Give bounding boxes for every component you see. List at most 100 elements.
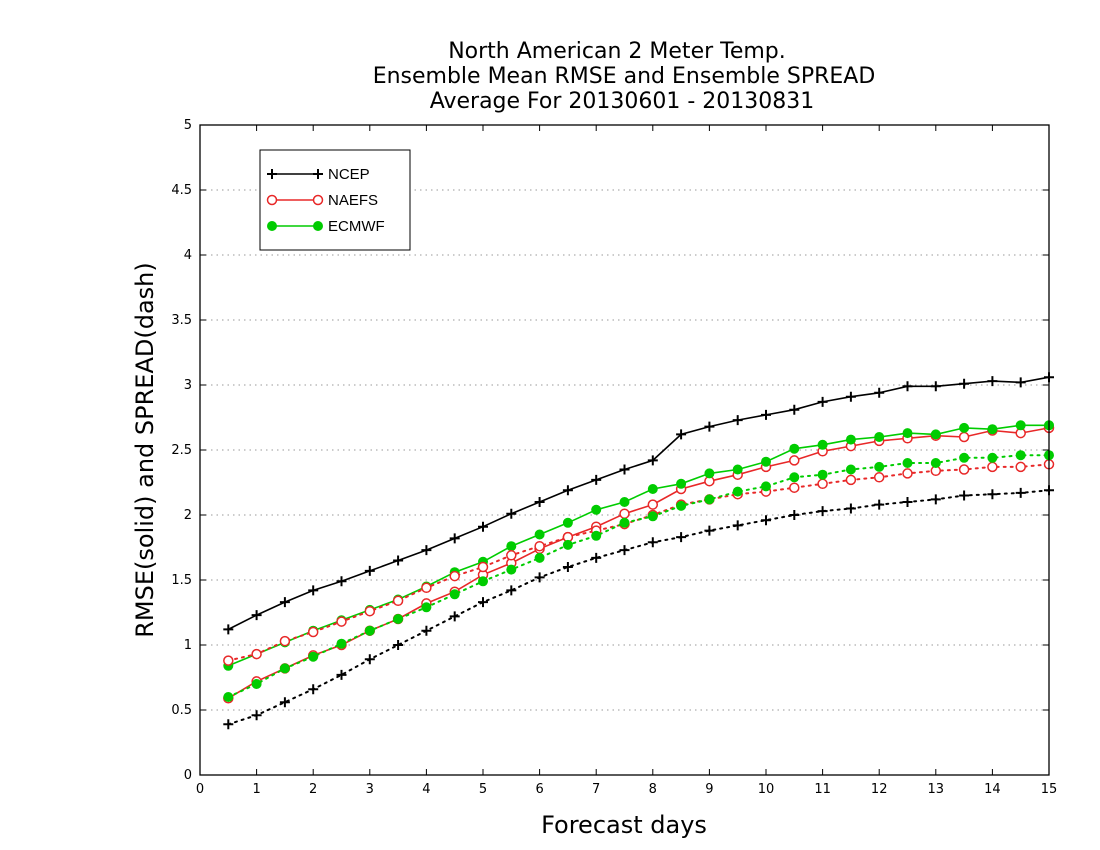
x-tick-label: 7 [592, 782, 600, 797]
data-point [789, 443, 800, 454]
data-point [902, 458, 913, 468]
y-tick-label: 0 [184, 768, 192, 783]
data-point [676, 429, 687, 440]
y-tick-label: 2.5 [171, 443, 192, 458]
data-point [307, 626, 319, 638]
data-point [930, 458, 941, 468]
data-point [336, 638, 347, 649]
data-point [364, 625, 375, 636]
data-point [478, 576, 488, 587]
data-point [817, 439, 828, 450]
x-tick-label: 5 [479, 782, 487, 797]
series-line [227, 427, 1050, 699]
data-point [761, 409, 771, 420]
x-tick-label: 4 [422, 782, 430, 797]
data-point [845, 503, 856, 514]
data-point [562, 562, 573, 572]
series-line [227, 489, 1050, 726]
data-point [647, 455, 658, 466]
data-point [251, 648, 262, 660]
data-point [902, 497, 913, 507]
data-point [1015, 461, 1026, 473]
legend-item-naefs: NAEFS [266, 192, 378, 209]
series-line [227, 454, 1050, 698]
data-point [676, 532, 687, 543]
data-point [421, 602, 432, 613]
y-tick-label: 4 [184, 248, 192, 263]
series-naefs-dotted [223, 459, 1055, 666]
title-line-3: Average For 20130601 - 20130831 [430, 89, 815, 114]
data-point [308, 651, 319, 662]
data-point [393, 555, 404, 566]
data-point [534, 540, 545, 552]
data-point [336, 669, 347, 680]
data-point [704, 468, 715, 479]
legend-item-ecmwf: ECMWF [267, 218, 385, 235]
data-point [789, 482, 800, 493]
series-ncep-solid [223, 372, 1054, 635]
x-axis-ticks: 0 1 2 3 4 5 6 7 8 9 10 11 12 13 14 15 [196, 125, 1057, 797]
data-point [591, 552, 602, 563]
x-tick-label: 15 [1041, 782, 1058, 797]
data-point [930, 494, 941, 505]
data-point [506, 508, 517, 519]
data-point [647, 511, 658, 522]
data-point [817, 396, 828, 407]
x-tick-label: 1 [252, 782, 260, 797]
data-point [506, 541, 517, 552]
x-tick-label: 10 [758, 782, 775, 797]
data-point [874, 387, 885, 398]
data-point [704, 421, 715, 432]
y-axis-label: RMSE(solid) and SPREAD(dash) [131, 262, 159, 638]
series-ncep-dotted [223, 485, 1054, 730]
data-point [279, 635, 291, 647]
x-tick-label: 0 [196, 782, 204, 797]
data-point [987, 489, 998, 500]
y-tick-label: 0.5 [171, 703, 192, 718]
data-point [562, 539, 573, 550]
data-point [874, 499, 885, 510]
data-point [478, 597, 488, 608]
data-point [336, 616, 347, 627]
title-line-1: North American 2 Meter Temp. [448, 39, 786, 64]
data-point [647, 499, 659, 510]
data-point [619, 464, 630, 475]
data-point [789, 404, 800, 415]
data-point [478, 521, 488, 532]
data-point [251, 710, 262, 721]
data-point [251, 610, 262, 621]
x-tick-label: 8 [649, 782, 657, 797]
y-axis-ticks: 0 0.5 1 1.5 2 2.5 3 3.5 4 4.5 5 [171, 118, 1049, 783]
data-point [506, 585, 517, 596]
data-point [789, 472, 800, 483]
data-point [1015, 487, 1026, 498]
data-point [534, 572, 545, 583]
y-tick-label: 1 [184, 638, 192, 653]
data-point [732, 520, 743, 531]
y-tick-label: 5 [184, 118, 192, 133]
data-point [591, 474, 602, 485]
data-point [506, 564, 517, 575]
data-point [761, 456, 771, 467]
x-tick-label: 2 [309, 782, 317, 797]
x-tick-label: 11 [814, 782, 831, 797]
data-point [279, 597, 290, 608]
x-tick-label: 6 [535, 782, 543, 797]
title-line-2: Ensemble Mean RMSE and Ensemble SPREAD [373, 64, 876, 89]
data-point [958, 431, 970, 443]
data-point [421, 625, 432, 636]
data-point [704, 525, 715, 536]
series-line [227, 463, 1050, 662]
data-point [308, 684, 319, 695]
legend-label-ecmwf: ECMWF [328, 218, 385, 235]
legend: NCEP NAEFS ECMWF [259, 149, 411, 251]
data-point [647, 537, 658, 548]
data-point [958, 464, 970, 475]
y-tick-label: 4.5 [171, 183, 192, 198]
legend-marker-ncep [267, 169, 323, 179]
data-point [873, 472, 885, 483]
data-point [732, 415, 743, 426]
y-tick-label: 1.5 [171, 573, 192, 588]
data-point [308, 585, 319, 596]
legend-marker-naefs-left [266, 194, 278, 206]
